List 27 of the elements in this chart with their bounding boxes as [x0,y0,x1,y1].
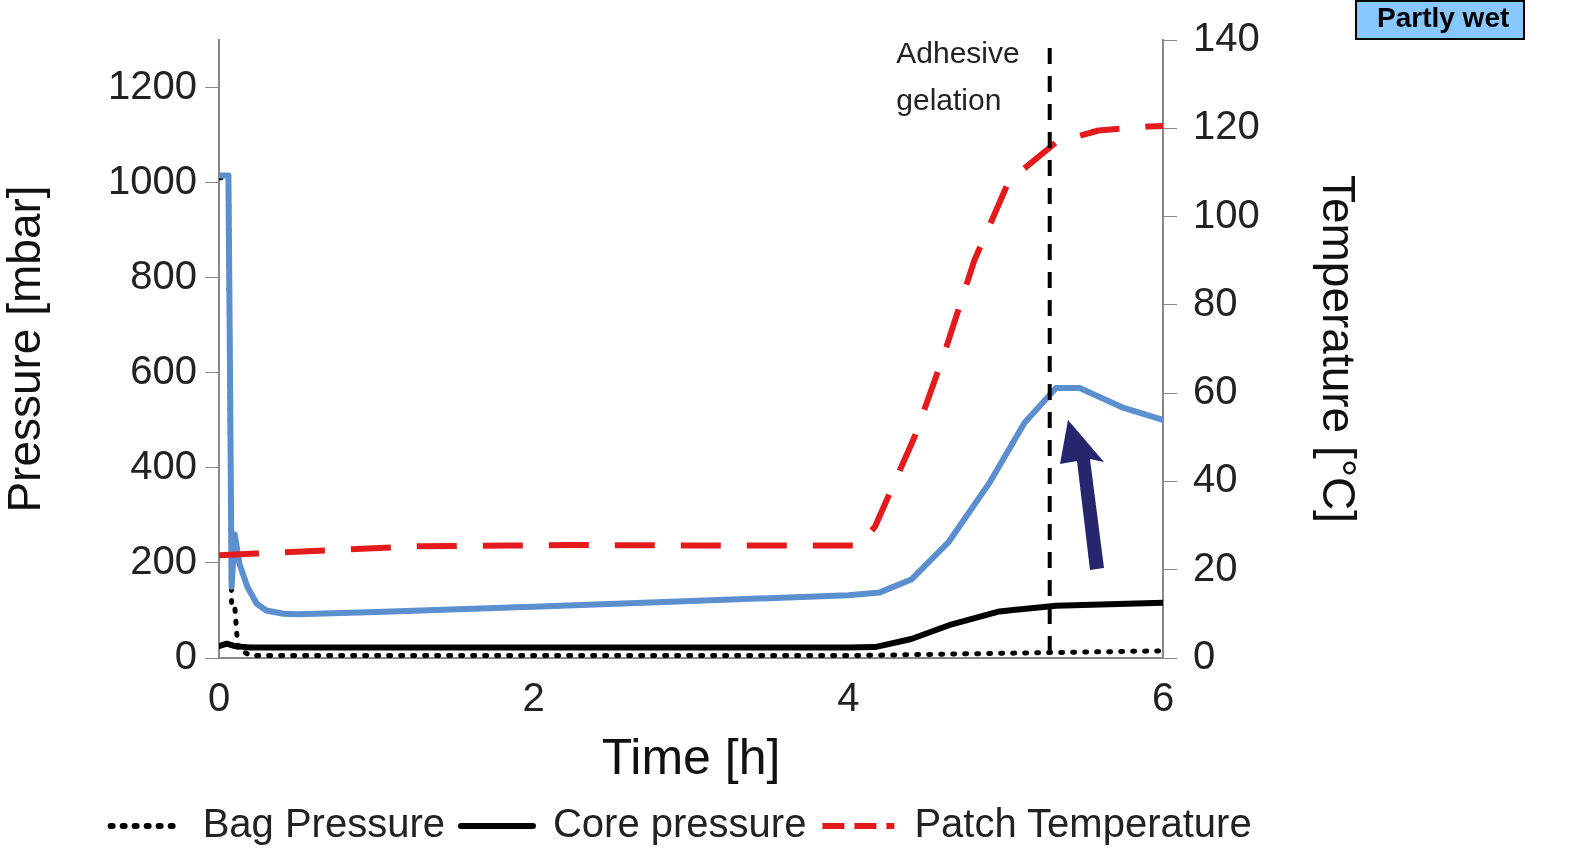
y-tick-label: 200 [130,537,197,582]
y2-tick-label: 80 [1193,279,1238,324]
legend-label: Core pressure [552,801,807,846]
ref-line-label: Adhesive gelation [896,36,1020,117]
y2-tick-label: 100 [1193,191,1260,236]
y2-tick-label: 20 [1193,544,1238,589]
y-tick-label: 0 [174,633,197,678]
y2-tick-label: 60 [1193,368,1238,413]
x-tick-label: 0 [207,675,231,720]
y2-tick-label: 0 [1193,633,1216,678]
y-tick-label: 1000 [108,157,197,202]
y2-tick-label: 140 [1193,15,1260,60]
y-tick-label: 800 [130,252,197,297]
x-axis-title: Time [h] [601,728,781,785]
y2-tick-label: 40 [1193,456,1238,501]
x-tick-label: 6 [1151,675,1175,720]
y-tick-label: 600 [130,347,197,392]
text: Partly wet [1355,0,1526,40]
y-tick-label: 1200 [108,62,197,107]
y2-tick-label: 120 [1193,103,1260,148]
y-tick-label: 400 [130,442,197,487]
x-tick-label: 2 [522,675,545,720]
y2-axis-title: Temperature [°C] [1312,174,1365,524]
y-axis-title: Pressure [mbar] [0,185,51,513]
legend-label: Bag Pressure [202,801,445,846]
x-tick-label: 4 [837,675,860,720]
legend-label: Patch Temperature [914,801,1252,846]
